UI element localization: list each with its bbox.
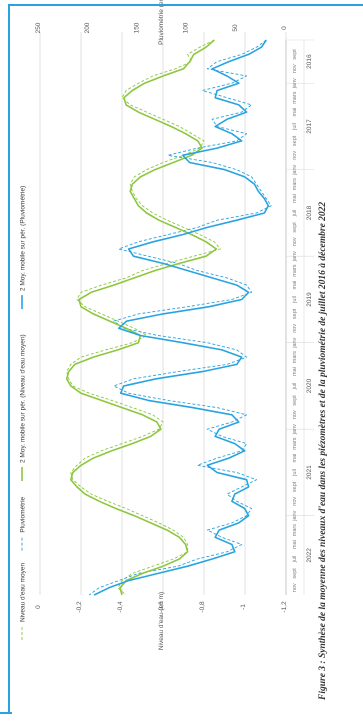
month-label: mars — [292, 351, 298, 363]
month-label: nov — [292, 497, 298, 506]
y2-tick-label: 50 — [232, 24, 239, 32]
month-label: mars — [292, 264, 298, 276]
month-label: nov — [292, 151, 298, 160]
y2-tick-label: 200 — [84, 22, 91, 33]
frame-border-left — [8, 4, 10, 712]
month-label: mai — [292, 108, 298, 117]
month-label: sept — [292, 481, 298, 492]
month-label: sept — [292, 568, 298, 579]
year-label: 2021 — [306, 465, 313, 480]
month-label: juil — [292, 469, 298, 477]
series-line — [93, 39, 270, 596]
month-label: mai — [292, 281, 298, 290]
month-label: sept — [292, 49, 298, 60]
month-label: mai — [292, 194, 298, 203]
month-label: mars — [292, 524, 298, 536]
y2-tick-label: 150 — [133, 22, 140, 33]
month-label: janv — [292, 164, 298, 175]
month-label: juil — [292, 210, 298, 218]
year-label: 2017 — [306, 119, 313, 134]
series-line — [65, 39, 218, 596]
year-label: 2016 — [306, 54, 313, 69]
month-label: janv — [292, 510, 298, 521]
y-tick-label: -0,4 — [117, 601, 124, 613]
month-label: juil — [292, 556, 298, 564]
month-label: sept — [292, 222, 298, 233]
month-label: janv — [292, 424, 298, 435]
month-label: nov — [292, 64, 298, 73]
y-tick-label: -1,2 — [281, 601, 288, 613]
month-label: mars — [292, 91, 298, 103]
month-label: janv — [292, 337, 298, 348]
legend-label: Pluviométrie — [20, 496, 27, 532]
month-label: juil — [292, 123, 298, 131]
month-label: sept — [292, 308, 298, 319]
month-label: nov — [292, 410, 298, 419]
month-label: nov — [292, 583, 298, 592]
figure-caption: Figure 3 : Synthèse de la moyenne des ni… — [318, 201, 328, 700]
series-line — [88, 39, 272, 596]
year-label: 2018 — [306, 205, 313, 220]
month-label: mai — [292, 454, 298, 463]
y-tick-label: -0,8 — [199, 601, 206, 613]
month-label: nov — [292, 237, 298, 246]
y2-axis-title: Pluviométrie (en mm) — [158, 0, 165, 45]
y2-tick-label: 0 — [281, 26, 288, 30]
y2-tick-label: 100 — [183, 22, 190, 33]
month-label: juil — [292, 296, 298, 304]
frame-border-top — [8, 4, 363, 6]
month-label: juil — [292, 383, 298, 391]
month-label: janv — [292, 78, 298, 89]
month-label: sept — [292, 395, 298, 406]
y-tick-label: -0,2 — [76, 601, 83, 613]
year-label: 2019 — [306, 292, 313, 307]
legend-label: 2 Moy. mobile sur pér. (Pluviométrie) — [20, 186, 27, 291]
month-label: mai — [292, 367, 298, 376]
month-label: sept — [292, 135, 298, 146]
month-label: mars — [292, 178, 298, 190]
series-line — [66, 39, 221, 596]
month-label: mai — [292, 540, 298, 549]
y-tick-label: -1 — [240, 604, 247, 610]
frame-border-bottom — [0, 712, 12, 714]
legend-label: 2 Moy. mobile sur pér. (Niveau d'eau moy… — [20, 334, 27, 463]
month-label: nov — [292, 324, 298, 333]
year-label: 2022 — [306, 548, 313, 563]
y2-tick-label: 250 — [35, 22, 42, 33]
y-tick-label: -0,6 — [158, 601, 165, 613]
y-axis-title: Niveau d'eau (en m) — [158, 592, 165, 650]
month-label: mars — [292, 437, 298, 449]
month-label: janv — [292, 251, 298, 262]
y-tick-label: 0 — [35, 605, 42, 609]
legend-label: Niveau d'eau moyen — [20, 563, 27, 622]
year-label: 2020 — [306, 378, 313, 393]
